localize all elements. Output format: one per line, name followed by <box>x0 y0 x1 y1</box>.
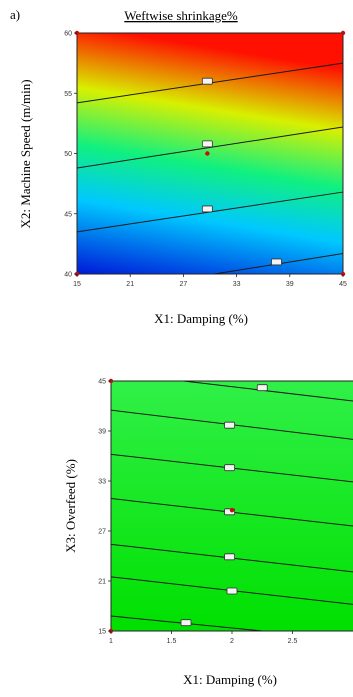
chart2-contour-line <box>183 380 353 402</box>
chart1-y-tick-label: 50 <box>64 151 72 158</box>
chart1-contour-label <box>201 77 213 85</box>
chart2-contour-label <box>224 464 235 472</box>
chart1-x-tick-label: 15 <box>73 281 81 288</box>
chart1-contour-line <box>76 126 344 169</box>
chart2-contour-label <box>224 553 235 561</box>
chart1-x-tick-label: 45 <box>339 281 347 288</box>
chart2-y-tick-label: 15 <box>98 629 106 636</box>
chart2-x-tick-label: 1.5 <box>167 638 177 645</box>
chart1-design-point <box>340 30 346 36</box>
contour-chart-2: 1 1.5 2 2.5 15 21 27 33 39 45 X1: Damping (%) X3… <box>63 379 353 687</box>
chart1-x-tick-label: 39 <box>286 281 294 288</box>
chart2-y-tick-label: 45 <box>98 379 106 386</box>
chart1-design-point <box>205 151 210 156</box>
chart2-contour-label <box>226 587 238 595</box>
chart1-y-tick-label: 40 <box>64 272 72 279</box>
chart1-title: Weftwise shrinkage% <box>124 8 238 23</box>
chart1-y-tick-label: 45 <box>64 211 72 218</box>
chart1-x-tick-label: 21 <box>126 281 134 288</box>
chart1-x-axis-label: X1: Damping (%) <box>154 311 248 326</box>
chart2-contour-label <box>256 384 268 392</box>
contour-chart-1: Weftwise shrinkage% 15 21 27 33 39 45 40 45 50 5… <box>18 8 347 326</box>
chart1-y-axis-label: X2: Machine Speed (m/min) <box>18 79 33 228</box>
chart2-y-tick-label: 39 <box>98 429 106 436</box>
chart2-y-tick-label: 21 <box>98 579 106 586</box>
chart2-y-tick-label: 33 <box>98 479 106 486</box>
chart1-y-tick-label: 55 <box>64 91 72 98</box>
chart2-x-tick-label: 2 <box>230 638 234 645</box>
chart2-y-tick-label: 27 <box>98 529 106 536</box>
chart2-x-tick-label: 2.5 <box>288 638 298 645</box>
panel-label: a) <box>10 7 20 22</box>
chart2-x-axis-label: X1: Damping (%) <box>183 672 277 687</box>
chart1-contour-label <box>201 205 213 213</box>
chart1-plot-area <box>76 32 344 275</box>
chart2-design-point <box>229 507 235 513</box>
chart2-contour-label <box>180 619 192 627</box>
chart2-y-axis-label: X3: Overfeed (%) <box>63 459 78 553</box>
chart1-x-tick-label: 27 <box>180 281 188 288</box>
chart1-x-tick-label: 33 <box>233 281 241 288</box>
chart1-contour-label <box>271 258 282 266</box>
chart2-x-tick-label: 1 <box>109 638 113 645</box>
chart1-contour-label <box>201 140 213 148</box>
chart2-contour-label <box>224 421 235 429</box>
chart1-y-tick-label: 60 <box>64 31 72 38</box>
